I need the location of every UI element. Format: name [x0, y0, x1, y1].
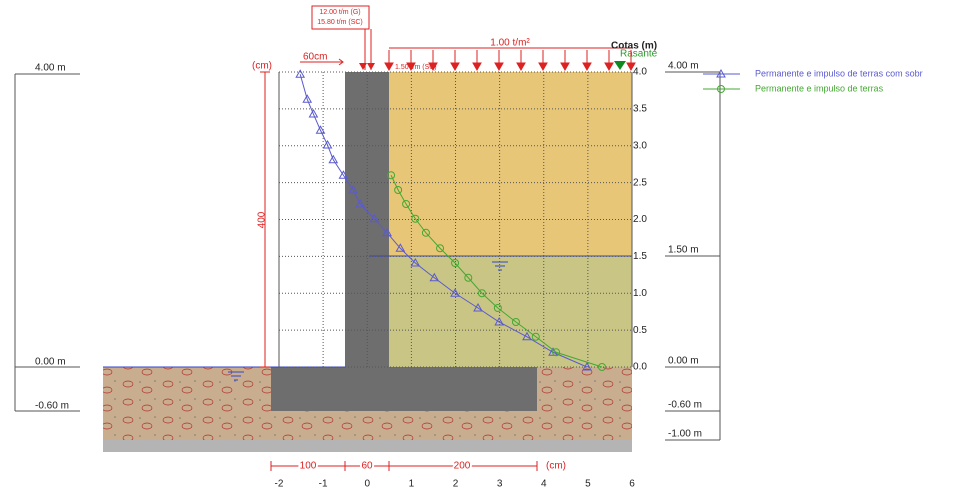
marker — [296, 70, 304, 77]
x-tick-label: 3 — [497, 479, 503, 490]
arrow — [359, 63, 375, 70]
x-tick-label: -1 — [319, 479, 328, 490]
level-label: 0.00 m — [668, 356, 699, 367]
level-label: -1.00 m — [668, 429, 702, 440]
dim-label: (cm) — [546, 461, 566, 472]
load-label: 1.00 t/m² — [490, 38, 530, 49]
legend-label: Permanente e impulso de terras com sobr — [755, 68, 923, 78]
rasante-label: Rasante — [620, 49, 658, 60]
legend-label: Permanente e impulso de terras — [755, 83, 884, 93]
load-label: 1.50 t/m (SC) — [395, 64, 437, 71]
y-tick-label: 2.5 — [633, 177, 647, 188]
x-tick-label: 6 — [629, 479, 635, 490]
x-tick-label: 4 — [541, 479, 547, 490]
arrow — [473, 50, 481, 70]
rasante-marker — [614, 61, 626, 70]
x-tick-label: -2 — [275, 479, 284, 490]
level-label: 4.00 m — [668, 61, 699, 72]
x-tick-label: 1 — [409, 479, 415, 490]
dim-label: 200 — [454, 461, 471, 472]
arrow — [451, 50, 459, 70]
backfill-wet — [389, 256, 632, 367]
dim-label: 100 — [300, 461, 317, 472]
bedrock — [103, 440, 632, 452]
arrow — [517, 50, 525, 70]
y-tick-label: 0.0 — [633, 362, 647, 373]
wall-footing — [271, 367, 537, 411]
y-tick-label: 4.0 — [633, 67, 647, 78]
level-label: 0.00 m — [35, 357, 66, 368]
arrow — [495, 50, 503, 70]
backfill-dry — [389, 72, 632, 256]
y-tick-label: 0.5 — [633, 325, 647, 336]
dim-label: 60 — [361, 461, 373, 472]
unit-label: (cm) — [252, 61, 272, 72]
y-tick-label: 3.5 — [633, 104, 647, 115]
arrow — [385, 50, 393, 70]
diagram: 12.00 t/m (G) 15.80 t/m (SC) 1.00 t/m² 1… — [0, 0, 964, 493]
load-label: 15.80 t/m (SC) — [317, 19, 363, 26]
level-label: -0.60 m — [35, 401, 69, 412]
offset-label: 60cm — [303, 52, 327, 63]
arrow — [583, 50, 591, 70]
level-label: 1.50 m — [668, 245, 699, 256]
y-tick-label: 1.0 — [633, 288, 647, 299]
load-label: 12.00 t/m (G) — [319, 9, 360, 16]
x-tick-label: 0 — [364, 479, 370, 490]
y-tick-label: 3.0 — [633, 140, 647, 151]
arrow — [539, 50, 547, 70]
level-label: 4.00 m — [35, 63, 66, 74]
arrow — [605, 50, 613, 70]
arrow — [561, 50, 569, 70]
right-ruler — [665, 72, 720, 440]
x-tick-label: 2 — [453, 479, 459, 490]
y-tick-label: 2.0 — [633, 214, 647, 225]
y-tick-label: 1.5 — [633, 251, 647, 262]
x-tick-label: 5 — [585, 479, 591, 490]
level-label: -0.60 m — [668, 400, 702, 411]
height-label: 400 — [257, 211, 268, 228]
